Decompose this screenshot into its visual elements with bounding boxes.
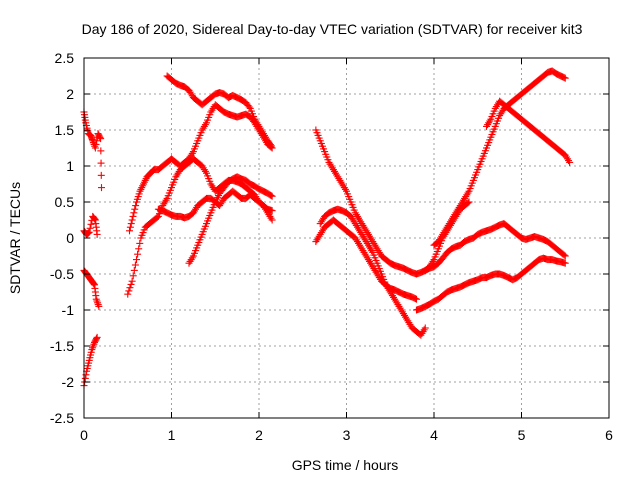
series-early-high [80, 108, 105, 192]
data-point [127, 280, 135, 288]
data-point [93, 333, 101, 341]
data-point [97, 147, 105, 155]
data-point [561, 74, 569, 82]
data-point [464, 199, 472, 207]
x-tick-label: 1 [168, 427, 176, 443]
y-tick-label: 2 [66, 86, 74, 102]
series-late-fall [483, 97, 574, 166]
data-point [136, 239, 144, 247]
data-point [132, 202, 140, 210]
data-point [266, 141, 274, 149]
data-point [245, 103, 253, 111]
data-point [90, 280, 98, 288]
x-tick-label: 3 [343, 427, 351, 443]
data-point [92, 140, 100, 148]
data-point [267, 142, 275, 150]
y-tick-label: 0.5 [55, 194, 75, 210]
data-point [124, 290, 132, 298]
series-late-low [413, 254, 569, 314]
y-tick-label: -1 [62, 302, 75, 318]
data-point [126, 284, 134, 292]
y-tick-label: -1.5 [50, 338, 74, 354]
series-arc-b [163, 72, 275, 150]
data-point [97, 135, 105, 143]
series-mid-bowl [316, 205, 429, 339]
data-point [87, 220, 95, 228]
series-mid-low [312, 216, 420, 303]
data-point [86, 224, 94, 232]
data-point [133, 256, 140, 264]
series-late-rise [430, 67, 569, 249]
y-tick-label: -2.5 [50, 410, 74, 426]
data-point [93, 230, 101, 238]
data-point [85, 228, 93, 236]
series-late-mid [421, 220, 569, 274]
y-axis-title: SDTVAR / TECUs [7, 182, 23, 294]
series-arc-e [185, 173, 276, 267]
data-points [80, 67, 574, 390]
data-point [93, 137, 101, 145]
data-point [268, 207, 276, 215]
data-point [131, 205, 139, 213]
data-point [98, 184, 105, 192]
data-point [126, 227, 133, 235]
x-axis-ticks: 0 1 2 3 4 5 6 [80, 58, 613, 443]
y-axis-ticks: -2.5 -2 -1.5 -1 -0.5 0 0.5 1 1.5 2 2.5 [50, 50, 609, 426]
data-point [268, 192, 276, 200]
data-point [268, 216, 276, 224]
y-tick-label: 1 [66, 158, 74, 174]
data-point [421, 324, 429, 332]
data-point [126, 223, 134, 231]
x-tick-label: 0 [80, 427, 88, 443]
x-tick-label: 6 [605, 427, 613, 443]
data-point [134, 250, 142, 258]
data-point [560, 251, 568, 259]
data-point [128, 216, 136, 224]
data-point [465, 198, 473, 206]
data-point [561, 259, 569, 267]
data-point [96, 133, 104, 141]
chart-title: Day 186 of 2020, Sidereal Day-to-day VTE… [82, 21, 583, 37]
series-arc-d [154, 187, 276, 222]
data-point [94, 299, 102, 307]
data-point [566, 158, 574, 166]
y-tick-label: -0.5 [50, 266, 74, 282]
data-point [125, 287, 133, 295]
x-tick-label: 2 [255, 427, 263, 443]
data-point [127, 220, 135, 228]
data-point [135, 245, 143, 253]
data-point [91, 215, 99, 223]
data-point [153, 213, 161, 221]
series-early-zero [80, 212, 101, 238]
data-point [81, 374, 89, 382]
y-tick-label: -2 [62, 374, 75, 390]
data-point [413, 295, 420, 303]
y-tick-label: 1.5 [55, 122, 75, 138]
data-point [131, 261, 139, 269]
data-point [130, 209, 138, 217]
data-point [129, 272, 137, 280]
data-point [267, 192, 275, 200]
data-point [561, 252, 569, 260]
data-point [128, 277, 136, 285]
y-tick-label: 0 [66, 230, 74, 246]
data-point [91, 144, 99, 152]
data-point [97, 171, 105, 179]
data-point [97, 159, 105, 167]
data-point [95, 302, 103, 310]
x-axis-title: GPS time / hours [292, 457, 399, 473]
series-arc-a [126, 101, 276, 235]
data-point [129, 212, 137, 220]
x-tick-label: 4 [430, 427, 438, 443]
data-point [92, 335, 100, 343]
data-point [130, 266, 138, 274]
x-tick-label: 5 [518, 427, 526, 443]
y-tick-label: 2.5 [55, 50, 75, 66]
